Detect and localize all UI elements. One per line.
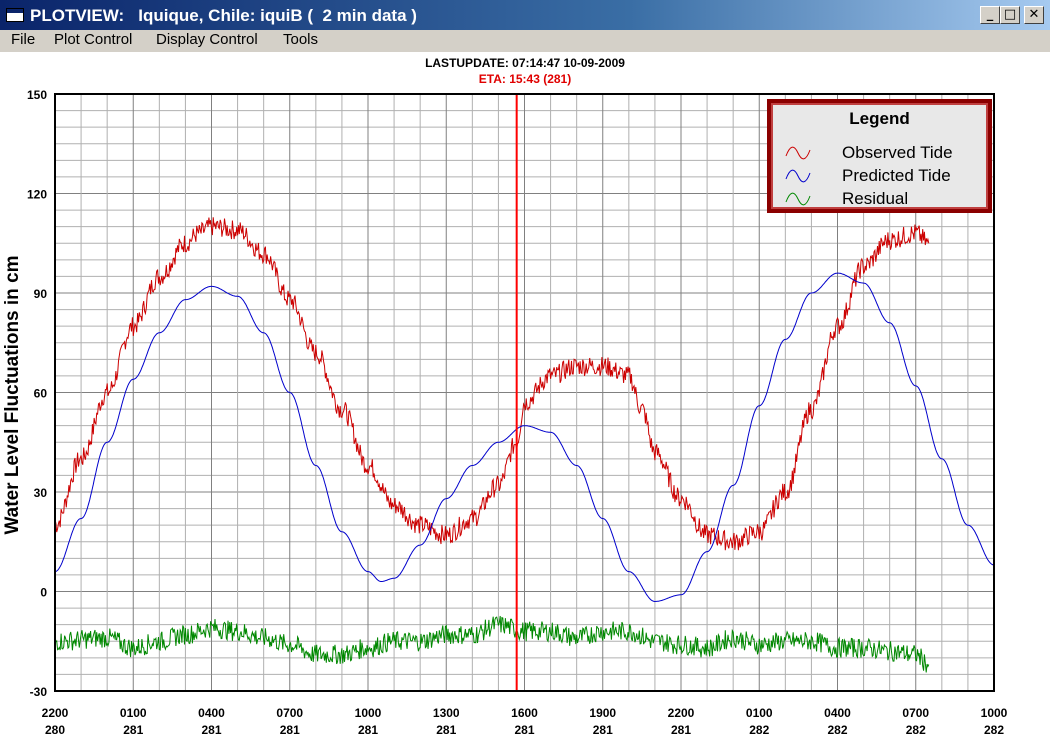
y-tick-label: 0 — [40, 586, 47, 600]
x-tick-time-label: 1300 — [433, 706, 460, 720]
x-tick-day-label: 281 — [201, 723, 221, 737]
predicted-tide-swatch — [785, 169, 811, 183]
x-tick-time-label: 0400 — [824, 706, 851, 720]
x-tick-time-label: 2200 — [668, 706, 695, 720]
predicted-tide-line — [54, 272, 995, 603]
x-tick-day-label: 282 — [906, 723, 926, 737]
y-tick-label: -30 — [30, 685, 48, 699]
menu-plot-control[interactable]: Plot Control — [54, 31, 133, 48]
y-axis-ticks: -30 0 30 60 90 120 150 — [27, 88, 47, 699]
x-axis-ticks: 2200 280 0100 281 0400 281 0700 281 1000 281 1300 2… — [42, 706, 1008, 737]
close-button[interactable]: ✕ — [1024, 6, 1044, 24]
x-tick-time-label: 0700 — [276, 706, 303, 720]
eta-label: ETA: 15:43 (281) — [478, 72, 572, 86]
menu-display-control[interactable]: Display Control — [156, 31, 258, 48]
y-tick-label: 30 — [34, 486, 48, 500]
maximize-button[interactable]: □ — [1000, 6, 1020, 24]
legend-title: Legend — [849, 109, 910, 128]
window-title: PLOTVIEW: Iquique, Chile: iquiB ( 2 min … — [30, 6, 417, 25]
x-tick-time-label: 0700 — [902, 706, 929, 720]
title-bar[interactable]: PLOTVIEW: Iquique, Chile: iquiB ( 2 min … — [0, 0, 1050, 30]
x-tick-day-label: 281 — [671, 723, 691, 737]
legend-observed-label: Observed Tide — [842, 143, 953, 162]
x-tick-day-label: 281 — [593, 723, 613, 737]
x-tick-time-label: 1900 — [589, 706, 616, 720]
y-tick-label: 60 — [34, 387, 48, 401]
plot-area: LASTUPDATE: 07:14:47 10-09-2009 ETA: 15:… — [0, 52, 1050, 737]
menu-bar: File Plot Control Display Control Tools — [0, 30, 1050, 52]
x-tick-day-label: 282 — [749, 723, 769, 737]
x-tick-time-label: 1600 — [511, 706, 538, 720]
x-tick-day-label: 282 — [984, 723, 1004, 737]
x-tick-day-label: 281 — [123, 723, 143, 737]
legend-residual-label: Residual — [842, 189, 909, 208]
x-tick-time-label: 0100 — [120, 706, 147, 720]
observed-tide-swatch — [785, 146, 811, 160]
x-tick-day-label: 281 — [280, 723, 300, 737]
residual-swatch — [785, 192, 811, 206]
x-tick-time-label: 1000 — [981, 706, 1008, 720]
legend-predicted-label: Predicted Tide — [842, 166, 951, 185]
x-tick-day-label: 281 — [358, 723, 378, 737]
y-tick-label: 90 — [34, 287, 48, 301]
minimize-button[interactable]: _ — [980, 6, 1000, 24]
plot-frame — [54, 93, 995, 692]
app-icon[interactable] — [6, 8, 24, 22]
x-tick-day-label: 281 — [436, 723, 456, 737]
series-group — [54, 217, 995, 673]
x-tick-time-label: 2200 — [42, 706, 69, 720]
x-tick-time-label: 0100 — [746, 706, 773, 720]
y-tick-label: 150 — [27, 88, 47, 102]
residual-line — [54, 615, 930, 673]
x-tick-day-label: 281 — [514, 723, 534, 737]
menu-file[interactable]: File — [11, 31, 36, 48]
observed-tide-line — [54, 217, 930, 551]
last-update-label: LASTUPDATE: 07:14:47 10-09-2009 — [425, 56, 625, 70]
x-tick-day-label: 282 — [827, 723, 847, 737]
x-tick-time-label: 1000 — [355, 706, 382, 720]
x-tick-time-label: 0400 — [198, 706, 225, 720]
y-axis-title: Water Level Fluctuations in cm — [2, 255, 23, 535]
menu-tools[interactable]: Tools — [283, 31, 319, 48]
y-tick-label: 120 — [27, 188, 47, 202]
x-tick-day-label: 280 — [45, 723, 65, 737]
legend: Legend Observed Tide Predicted Tide Resi… — [767, 99, 992, 213]
